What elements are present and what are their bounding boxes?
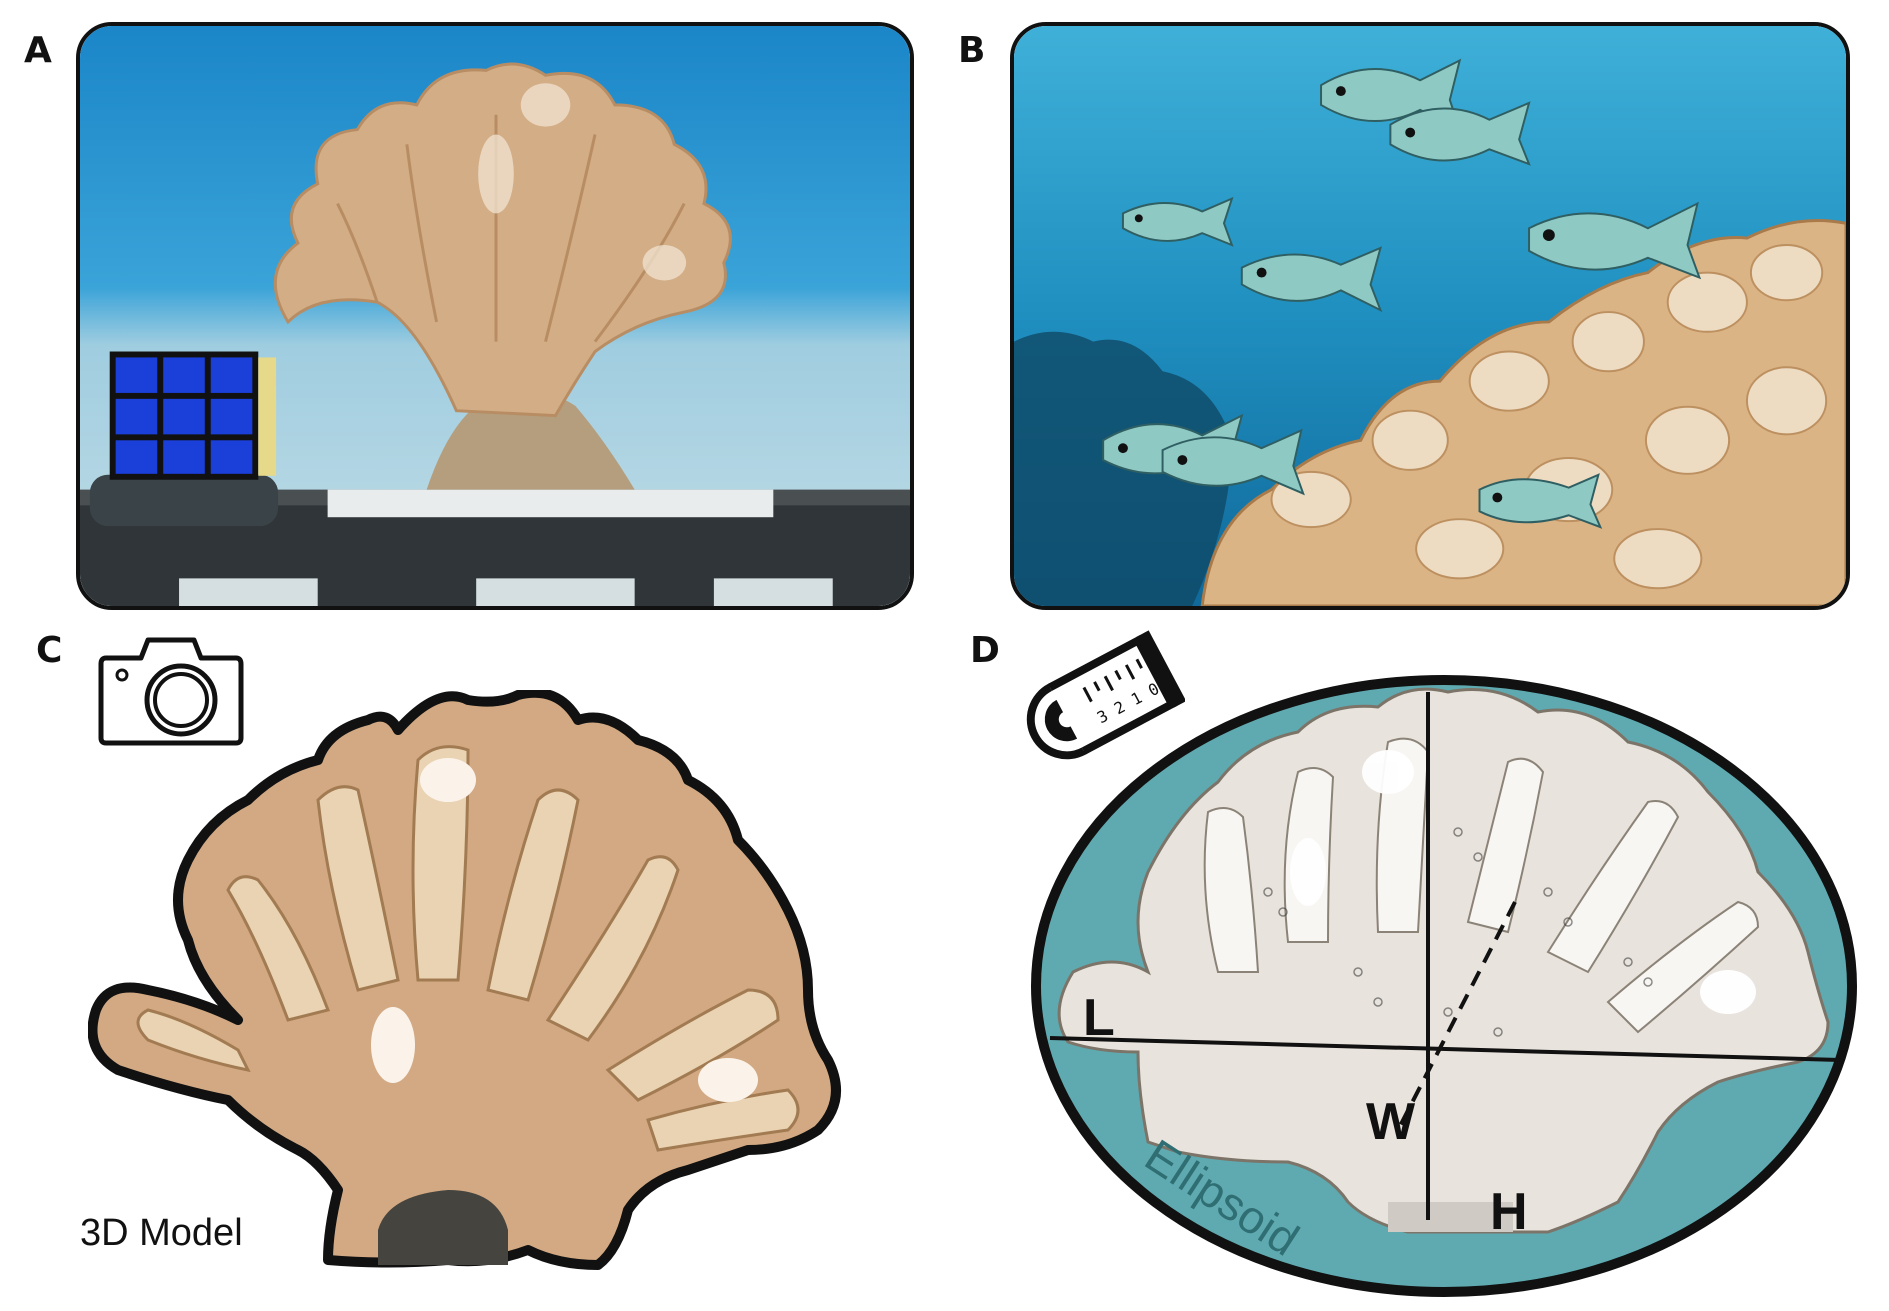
length-label: L	[1083, 989, 1115, 1047]
width-label: W	[1366, 1093, 1416, 1151]
panel-d-letter: D	[970, 630, 1000, 671]
tape-measure-icon: 3 2 1 0	[1010, 622, 1187, 772]
panel-b-letter: B	[958, 30, 986, 71]
height-label: H	[1490, 1183, 1528, 1241]
coral-3d-model	[87, 687, 908, 1280]
rubiks-cube	[109, 351, 277, 480]
panel-a-photo	[76, 22, 914, 610]
camera-icon	[96, 630, 246, 748]
fish-over-reef-scene	[1014, 26, 1846, 606]
underwater-coral-scene	[80, 26, 910, 606]
chromis-fish-school	[1102, 58, 1702, 529]
ellipsoid-diagram	[1028, 672, 1860, 1300]
3d-model-caption: 3D Model	[80, 1212, 243, 1254]
panel-b-photo	[1010, 22, 1850, 610]
panel-c-letter: C	[36, 630, 63, 671]
width-axis-line	[1396, 901, 1517, 1131]
panel-a-letter: A	[24, 30, 52, 71]
length-axis-line	[1049, 1036, 1841, 1062]
